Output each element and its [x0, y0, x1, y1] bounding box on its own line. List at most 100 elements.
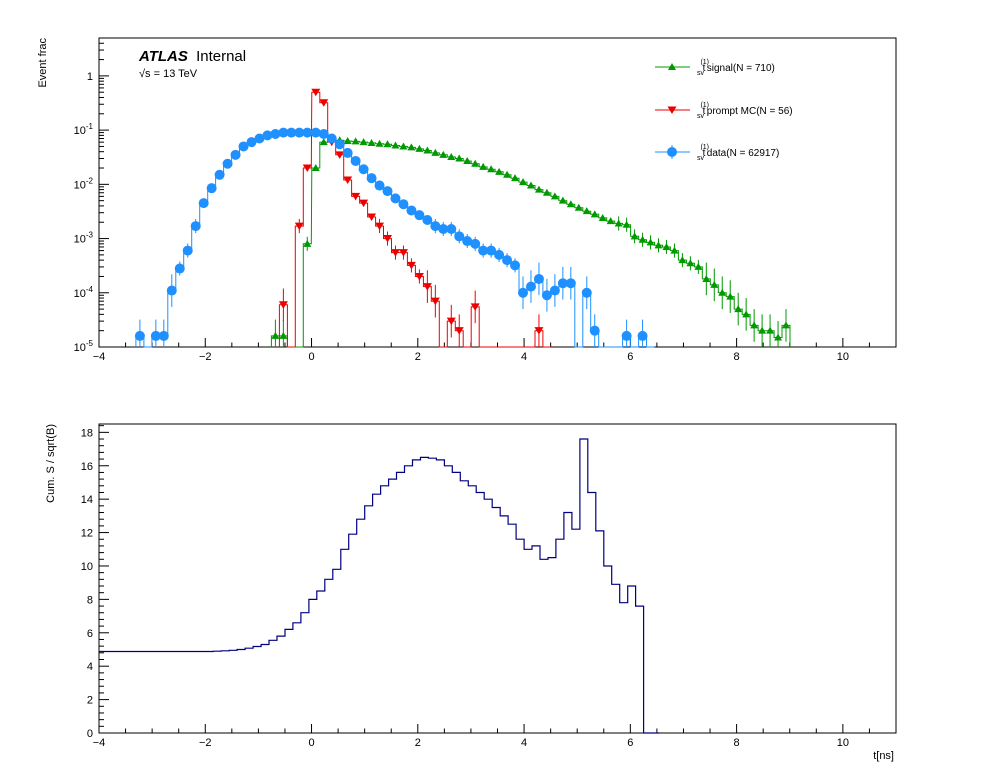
series-point [383, 140, 392, 148]
series-point [415, 144, 424, 152]
top-x-tick-label: 10 [837, 351, 849, 363]
legend-marker [667, 106, 677, 114]
series-point [454, 231, 465, 242]
series-point [471, 159, 480, 167]
series-point [557, 278, 568, 289]
series-point [367, 138, 376, 146]
legend: t(1) sv signal(N = 710) t(1) sv prompt MC(N… [655, 59, 793, 162]
series-point [383, 235, 393, 243]
svg-text:ATLAS Internal: ATLAS Internal [138, 48, 246, 65]
series-point [519, 178, 528, 186]
series-point [518, 287, 529, 298]
series-point [311, 88, 321, 97]
series-point [550, 192, 559, 200]
energy-label: √s = 13 TeV [139, 68, 198, 80]
series-point [549, 285, 560, 296]
series-point [750, 321, 759, 329]
series-point [742, 310, 751, 318]
series-point [414, 272, 424, 281]
series-point [718, 288, 727, 296]
series-point [637, 330, 648, 341]
series-point [230, 149, 241, 160]
series-point [310, 127, 321, 138]
bottom-x-axis-label: t[ns] [873, 750, 894, 762]
series-point [430, 297, 440, 306]
series-point [430, 221, 441, 232]
series-point [589, 325, 600, 336]
series-point [734, 305, 743, 313]
series-point [422, 283, 432, 291]
series-point [455, 154, 464, 162]
bottom-y-tick-label: 8 [87, 594, 93, 606]
legend-label: t(1) sv data(N = 62917) [697, 144, 779, 162]
series-point [358, 164, 369, 175]
series-point [782, 321, 791, 329]
legend-label: t(1) sv prompt MC(N = 56) [697, 102, 793, 120]
bottom-y-tick-label: 12 [81, 528, 93, 540]
series-point [294, 222, 304, 231]
bottom-x-tick-label: 2 [415, 737, 421, 749]
legend-entry: t(1) sv prompt MC(N = 56) [655, 102, 793, 120]
bottom-y-axis-label: Cum. S / sqrt(B) [45, 424, 57, 503]
series-point [198, 198, 209, 209]
series-point [630, 232, 639, 240]
series-point [182, 245, 193, 256]
top-x-tick-label: 0 [308, 351, 314, 363]
series-point [662, 242, 671, 250]
series-point [406, 205, 417, 216]
series-point [335, 151, 345, 159]
series-point [350, 155, 361, 166]
series-point [566, 200, 575, 208]
top-y-tick-label: 10-5 [74, 339, 94, 354]
series-point [766, 326, 775, 334]
series-point [366, 173, 377, 184]
series-point [534, 327, 544, 335]
series-point [614, 219, 623, 227]
series-point [646, 238, 655, 246]
series-point [407, 143, 416, 151]
series-point [359, 199, 369, 208]
series-point [414, 210, 425, 221]
top-x-tick-label: −4 [93, 351, 106, 363]
legend-marker [667, 147, 677, 157]
bottom-y-tick-label: 6 [87, 628, 93, 640]
bottom-x-tick-label: 8 [734, 737, 740, 749]
series-point [447, 152, 456, 160]
series-point [558, 196, 567, 204]
series-point [342, 147, 353, 158]
series-point [463, 156, 472, 164]
top-x-tick-label: 8 [734, 351, 740, 363]
series-point [319, 138, 328, 146]
series-point [206, 183, 217, 194]
series-point [438, 224, 449, 235]
series-point [375, 222, 385, 231]
bottom-y-tick-label: 18 [81, 427, 93, 439]
series-point [694, 262, 703, 270]
series-point [439, 150, 448, 158]
series-point [399, 142, 408, 150]
top-y-tick-label: 10-2 [74, 176, 94, 191]
series-point [375, 139, 384, 147]
series-point [214, 169, 225, 180]
top-y-tick-label: 10-4 [74, 285, 94, 300]
series-point [238, 141, 249, 152]
top-x-ticks: −4 −2 0 2 4 6 8 10 [93, 338, 897, 363]
series-point [391, 141, 400, 149]
series-point [302, 127, 313, 138]
series-point [431, 148, 440, 156]
bottom-y-ticks: 0 2 4 6 8 10 12 14 16 18 [81, 425, 109, 740]
bottom-y-tick-label: 14 [81, 494, 93, 506]
top-y-tick-label: 10-3 [74, 231, 94, 246]
series-point [678, 256, 687, 264]
series-point [398, 249, 408, 257]
top-x-tick-label: −2 [199, 351, 212, 363]
series-point [541, 290, 552, 301]
series-circle [134, 127, 655, 348]
series-point [622, 220, 631, 228]
atlas-label: ATLAS Internal √s = 13 TeV [138, 48, 246, 80]
series-point [271, 331, 280, 339]
series-point [423, 146, 432, 154]
series-point [502, 255, 513, 266]
series-point [318, 128, 329, 139]
